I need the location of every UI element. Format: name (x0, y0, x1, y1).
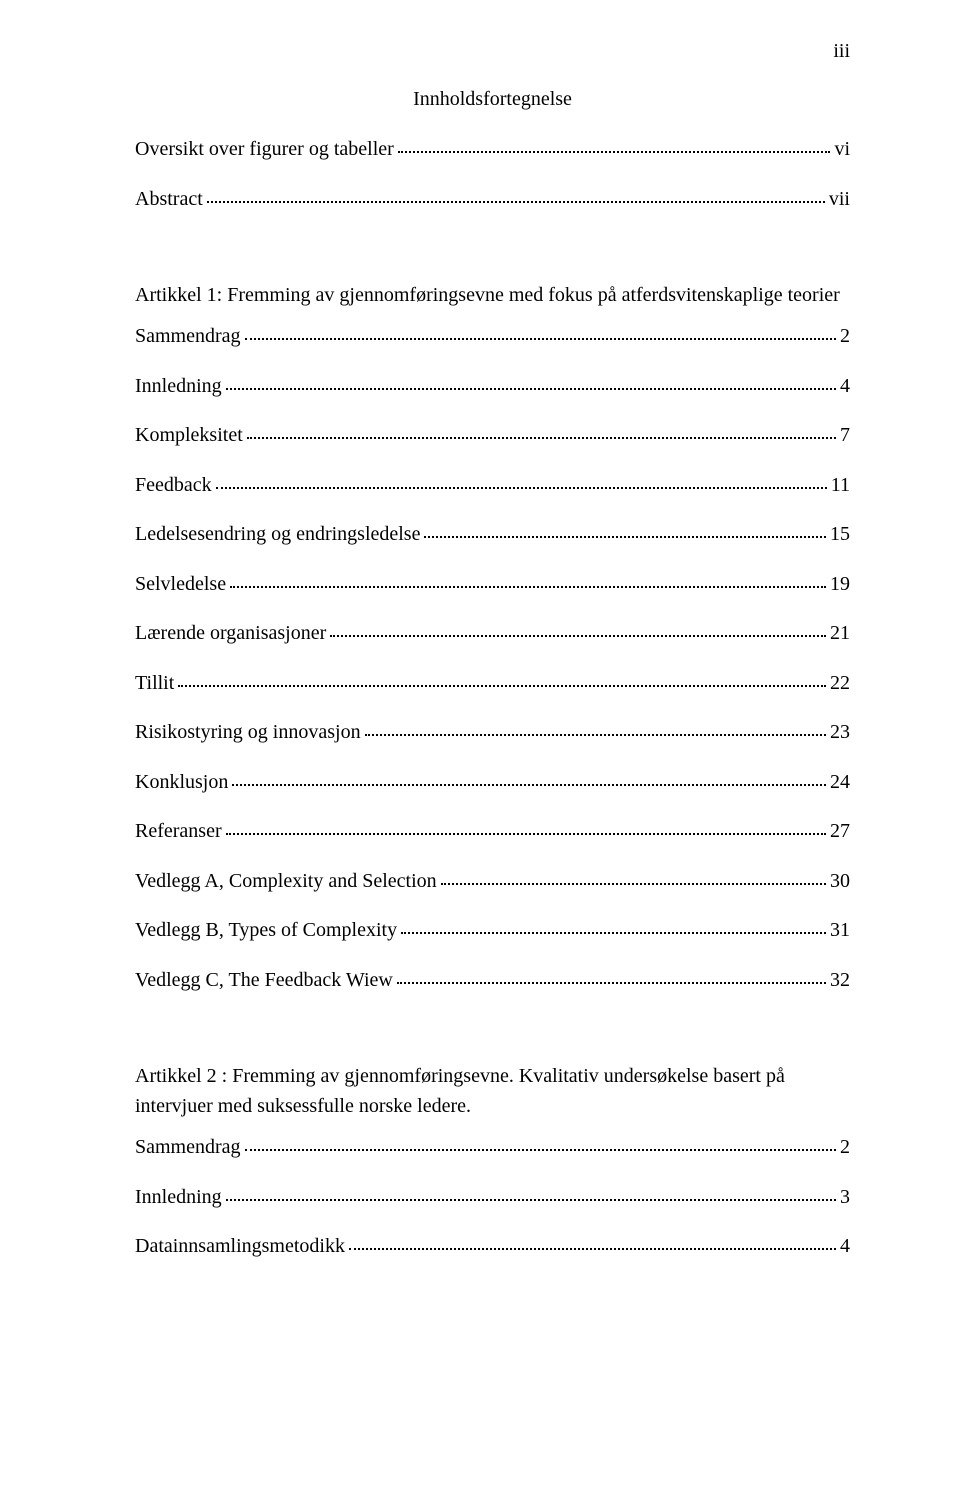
toc-page: 27 (830, 819, 850, 843)
toc-dots (226, 388, 836, 390)
toc-dots (397, 982, 826, 984)
toc-page: 21 (830, 621, 850, 645)
toc-dots (226, 1199, 836, 1201)
toc-page: 11 (831, 473, 850, 497)
toc-entry: Feedback 11 (135, 473, 850, 497)
document-page: iii Innholdsfortegnelse Oversikt over fi… (0, 0, 960, 1499)
toc-label: Sammendrag (135, 1135, 241, 1159)
article2-heading: Artikkel 2 : Fremming av gjennomføringse… (135, 1061, 850, 1121)
toc-label: Vedlegg A, Complexity and Selection (135, 869, 437, 893)
toc-entry: Tillit 22 (135, 671, 850, 695)
toc-dots (401, 932, 826, 934)
toc-entry: Abstract vii (135, 187, 850, 211)
toc-entry: Lærende organisasjoner 21 (135, 621, 850, 645)
toc-dots (424, 536, 826, 538)
toc-label: Oversikt over figurer og tabeller (135, 137, 394, 161)
toc-dots (441, 883, 826, 885)
toc-dots (245, 1149, 836, 1151)
toc-label: Risikostyring og innovasjon (135, 720, 361, 744)
toc-page: 22 (830, 671, 850, 695)
toc-label: Konklusjon (135, 770, 228, 794)
toc-page: 32 (830, 968, 850, 992)
toc-label: Lærende organisasjoner (135, 621, 326, 645)
toc-entry: Referanser 27 (135, 819, 850, 843)
toc-title: Innholdsfortegnelse (135, 88, 850, 111)
toc-dots (207, 201, 825, 203)
toc-dots (226, 833, 826, 835)
toc-label: Vedlegg B, Types of Complexity (135, 918, 397, 942)
toc-dots (330, 635, 826, 637)
toc-entry: Innledning 3 (135, 1185, 850, 1209)
toc-label: Innledning (135, 374, 222, 398)
toc-entry: Konklusjon 24 (135, 770, 850, 794)
toc-dots (216, 487, 827, 489)
toc-label: Kompleksitet (135, 423, 243, 447)
toc-entry: Vedlegg C, The Feedback Wiew 32 (135, 968, 850, 992)
toc-page: 31 (830, 918, 850, 942)
toc-entry: Datainnsamlingsmetodikk 4 (135, 1234, 850, 1258)
toc-page: 30 (830, 869, 850, 893)
toc-label: Datainnsamlingsmetodikk (135, 1234, 345, 1258)
toc-dots (398, 151, 831, 153)
toc-dots (349, 1248, 836, 1250)
toc-page: 24 (830, 770, 850, 794)
spacer (135, 1017, 850, 1061)
toc-dots (245, 338, 836, 340)
toc-label: Feedback (135, 473, 212, 497)
article1-heading: Artikkel 1: Fremming av gjennomføringsev… (135, 280, 850, 310)
toc-page: 19 (830, 572, 850, 596)
toc-label: Ledelsesendring og endringsledelse (135, 522, 420, 546)
toc-label: Innledning (135, 1185, 222, 1209)
toc-page: 15 (830, 522, 850, 546)
toc-page: 4 (840, 374, 850, 398)
toc-entry: Sammendrag 2 (135, 324, 850, 348)
toc-dots (365, 734, 826, 736)
toc-page: 4 (840, 1234, 850, 1258)
toc-page: vi (834, 137, 850, 161)
page-number: iii (833, 40, 850, 63)
toc-label: Vedlegg C, The Feedback Wiew (135, 968, 393, 992)
toc-entry: Oversikt over figurer og tabeller vi (135, 137, 850, 161)
toc-entry: Kompleksitet 7 (135, 423, 850, 447)
toc-entry: Vedlegg B, Types of Complexity 31 (135, 918, 850, 942)
toc-dots (232, 784, 826, 786)
toc-label: Selvledelse (135, 572, 226, 596)
toc-dots (230, 586, 826, 588)
toc-entry: Selvledelse 19 (135, 572, 850, 596)
toc-label: Referanser (135, 819, 222, 843)
toc-entry: Sammendrag 2 (135, 1135, 850, 1159)
toc-page: 2 (840, 1135, 850, 1159)
toc-page: 2 (840, 324, 850, 348)
toc-page: 23 (830, 720, 850, 744)
toc-entry: Innledning 4 (135, 374, 850, 398)
toc-label: Tillit (135, 671, 174, 695)
toc-entry: Vedlegg A, Complexity and Selection 30 (135, 869, 850, 893)
toc-page: 3 (840, 1185, 850, 1209)
toc-entry: Risikostyring og innovasjon 23 (135, 720, 850, 744)
toc-page: 7 (840, 423, 850, 447)
toc-page: vii (829, 187, 850, 211)
toc-entry: Ledelsesendring og endringsledelse 15 (135, 522, 850, 546)
toc-label: Abstract (135, 187, 203, 211)
spacer (135, 236, 850, 280)
toc-dots (247, 437, 836, 439)
toc-label: Sammendrag (135, 324, 241, 348)
toc-dots (178, 685, 826, 687)
